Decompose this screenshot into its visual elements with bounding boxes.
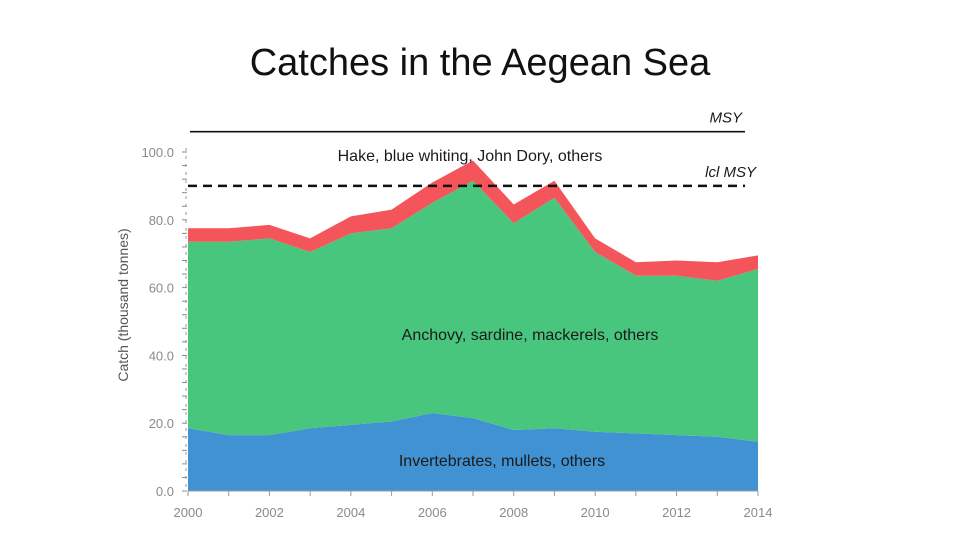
x-tick-label: 2006 [418, 505, 447, 520]
reference-lines: MSY lcl MSY [188, 110, 757, 188]
x-tick-label: 2010 [581, 505, 610, 520]
x-tick-label: 2008 [499, 505, 528, 520]
x-tick-label: 2004 [336, 505, 365, 520]
y-tick-label: 60.0 [149, 281, 174, 296]
y-tick-label: 0.0 [156, 484, 174, 499]
band-label-2: Hake, blue whiting, John Dory, others [338, 148, 603, 165]
area-series-1 [188, 180, 758, 442]
band-label-1: Anchovy, sardine, mackerels, others [402, 327, 659, 344]
y-tick-label: 80.0 [149, 213, 174, 228]
area-series-2 [188, 160, 758, 281]
x-tick-label: 2012 [662, 505, 691, 520]
y-tick-label: 20.0 [149, 416, 174, 431]
x-axis: 2000 2002 2004 2006 2008 2010 2012 2014 [174, 490, 773, 520]
reference-label-1: lcl MSY [705, 164, 757, 181]
y-axis-title: Catch (thousand tonnes) [115, 228, 131, 381]
y-tick-label: 40.0 [149, 348, 174, 363]
area-layer [188, 160, 758, 491]
band-labels: Invertebrates, mullets, others Anchovy, s… [338, 148, 659, 470]
x-tick-label: 2002 [255, 505, 284, 520]
y-tick-label: 100.0 [141, 145, 174, 160]
x-tick-label: 2014 [744, 505, 773, 520]
slide-title: Catches in the Aegean Sea [249, 42, 711, 84]
area-series-0 [188, 413, 758, 491]
y-axis: 0.0 20.0 40.0 60.0 80.0 100.0 [141, 145, 187, 499]
band-label-0: Invertebrates, mullets, others [399, 453, 605, 470]
reference-label-0: MSY [709, 110, 743, 127]
x-tick-label: 2000 [174, 505, 203, 520]
